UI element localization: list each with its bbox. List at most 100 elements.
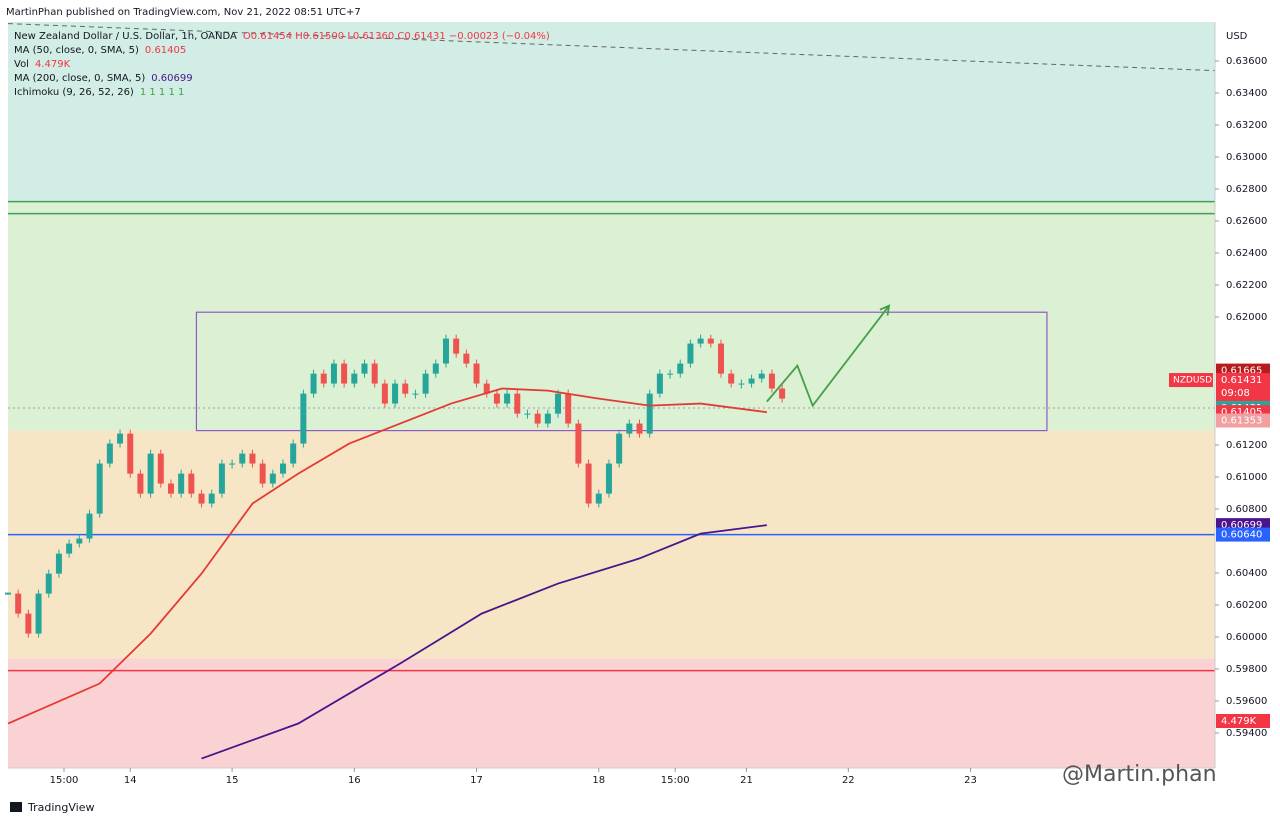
candle bbox=[300, 393, 307, 444]
candle bbox=[310, 373, 317, 394]
candle bbox=[218, 463, 225, 494]
legend-value: 0.61405 bbox=[145, 45, 186, 56]
candle bbox=[330, 363, 337, 384]
price-label: 0.61405 bbox=[1221, 407, 1262, 418]
candle bbox=[96, 463, 103, 514]
y-tick-label: 0.62000 bbox=[1226, 312, 1267, 323]
candle bbox=[656, 373, 663, 394]
symbol-tag-bg bbox=[1169, 373, 1213, 388]
candle bbox=[595, 493, 602, 504]
candle bbox=[25, 613, 32, 634]
x-tick-label: 15 bbox=[226, 775, 239, 786]
candle bbox=[758, 373, 765, 379]
price-label-bg bbox=[1216, 413, 1270, 428]
candle bbox=[717, 343, 724, 374]
zone bbox=[8, 201, 1215, 431]
candle bbox=[259, 463, 266, 484]
y-axis-label: USD bbox=[1226, 31, 1248, 42]
legend-label: Vol bbox=[14, 59, 29, 70]
candle bbox=[381, 383, 388, 404]
candle bbox=[66, 543, 73, 554]
candle bbox=[687, 343, 694, 364]
candle bbox=[167, 483, 174, 494]
candle bbox=[198, 493, 205, 504]
candle bbox=[137, 473, 144, 494]
x-tick-label: 22 bbox=[842, 775, 855, 786]
candle bbox=[473, 363, 480, 384]
candle bbox=[626, 423, 633, 434]
x-tick-label: 21 bbox=[740, 775, 753, 786]
ma-line bbox=[201, 524, 767, 760]
candle bbox=[504, 393, 511, 404]
range-box bbox=[195, 311, 1048, 432]
candle bbox=[208, 493, 215, 504]
legend-label: MA (200, close, 0, SMA, 5) bbox=[14, 73, 145, 84]
trend-line bbox=[7, 23, 1216, 72]
legend-label: New Zealand Dollar / U.S. Dollar, 1h, OA… bbox=[14, 31, 237, 42]
candle bbox=[636, 423, 643, 434]
legend-value: 1 1 1 1 1 bbox=[140, 87, 185, 98]
candle bbox=[35, 593, 42, 634]
candle bbox=[361, 363, 368, 374]
y-tick-label: 0.60000 bbox=[1226, 632, 1267, 643]
candle bbox=[239, 453, 246, 464]
y-tick-label: 0.59800 bbox=[1226, 664, 1267, 675]
y-tick-label: 0.63600 bbox=[1226, 56, 1267, 67]
candle bbox=[768, 373, 775, 389]
y-tick-label: 0.60800 bbox=[1226, 504, 1267, 515]
candle bbox=[677, 363, 684, 374]
footer: TradingView bbox=[27, 801, 94, 814]
candle bbox=[351, 373, 358, 384]
candle bbox=[605, 463, 612, 494]
candle bbox=[117, 433, 124, 444]
candle bbox=[229, 463, 236, 465]
candle bbox=[728, 373, 735, 384]
candle bbox=[86, 513, 93, 539]
candle bbox=[392, 383, 399, 404]
price-label: 0.61665 bbox=[1221, 366, 1262, 377]
candle bbox=[341, 363, 348, 384]
x-tick-label: 16 bbox=[348, 775, 361, 786]
symbol-tag: NZDUSD bbox=[1173, 376, 1212, 386]
candle bbox=[371, 363, 378, 384]
candle bbox=[555, 393, 562, 414]
legend-value: O0.61454 H0.61500 L0.61360 C0.61431 −0.0… bbox=[243, 31, 550, 42]
y-tick-label: 0.62600 bbox=[1226, 216, 1267, 227]
volume-tag: 4.479K bbox=[1221, 716, 1257, 727]
y-tick-label: 0.62800 bbox=[1226, 184, 1267, 195]
candle bbox=[76, 538, 83, 544]
logo bbox=[10, 802, 22, 812]
legend-label: MA (50, close, 0, SMA, 5) bbox=[14, 45, 139, 56]
candle bbox=[463, 353, 470, 364]
candle bbox=[402, 383, 409, 394]
candle bbox=[320, 373, 327, 384]
candle bbox=[147, 453, 154, 494]
price-tag-bg bbox=[1216, 373, 1270, 402]
candle bbox=[585, 463, 592, 504]
y-tick-label: 0.63400 bbox=[1226, 88, 1267, 99]
candle bbox=[616, 433, 623, 464]
price-label: 0.60640 bbox=[1221, 530, 1262, 541]
candle bbox=[779, 388, 786, 399]
y-tick-label: 0.60400 bbox=[1226, 568, 1267, 579]
price-label-bg bbox=[1216, 527, 1270, 542]
candle bbox=[55, 553, 62, 574]
candle bbox=[45, 573, 52, 594]
candle bbox=[290, 443, 297, 464]
y-tick-label: 0.62400 bbox=[1226, 248, 1267, 259]
y-tick-label: 0.61200 bbox=[1226, 440, 1267, 451]
candle bbox=[514, 393, 521, 414]
candle bbox=[646, 393, 653, 434]
candle bbox=[442, 338, 449, 364]
legend-value: 4.479K bbox=[35, 59, 71, 70]
candle bbox=[667, 373, 674, 375]
legend-label: Ichimoku (9, 26, 52, 26) bbox=[14, 87, 134, 98]
projection-arrow bbox=[766, 305, 890, 408]
candle bbox=[697, 338, 704, 344]
x-tick-label: 15:00 bbox=[50, 775, 79, 786]
price-label: 0.61353 bbox=[1221, 416, 1262, 427]
y-tick-label: 0.62200 bbox=[1226, 280, 1267, 291]
y-tick-label: 0.63000 bbox=[1226, 152, 1267, 163]
